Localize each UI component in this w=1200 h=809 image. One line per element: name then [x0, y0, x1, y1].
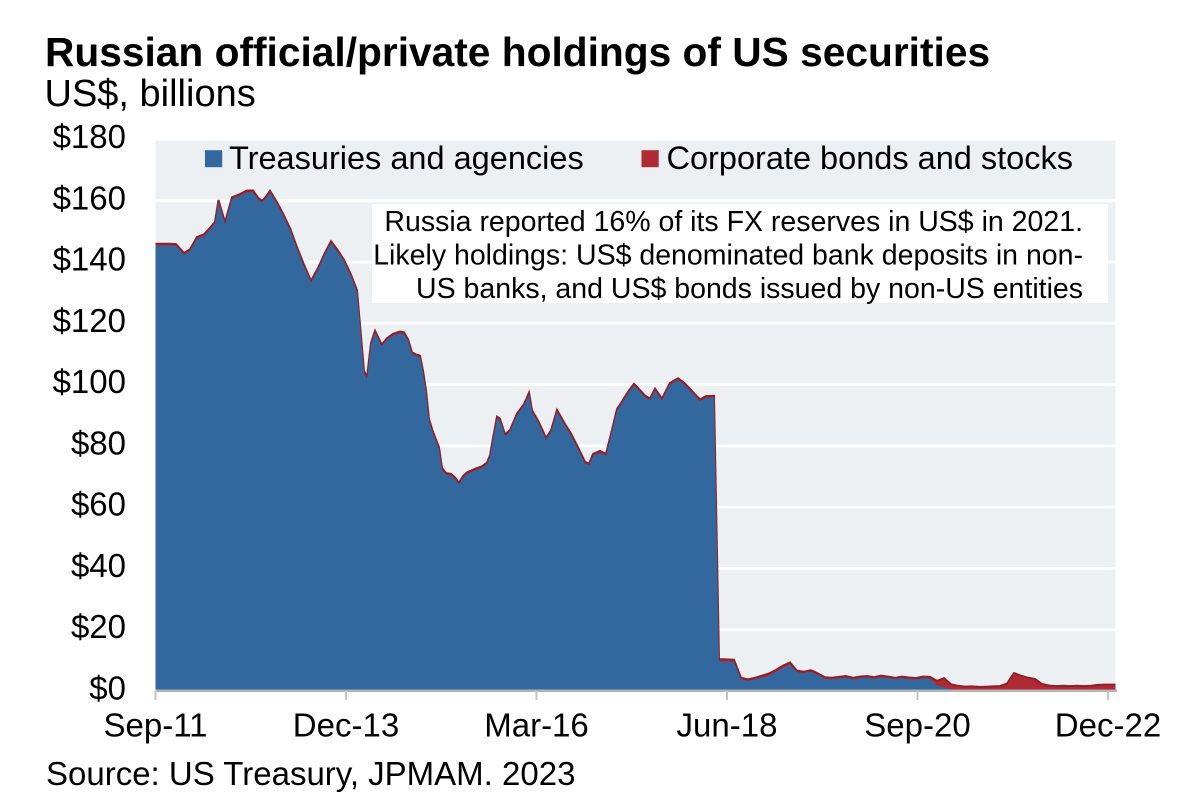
svg-text:Corporate bonds and stocks: Corporate bonds and stocks	[667, 140, 1074, 176]
svg-text:Dec-22: Dec-22	[1055, 707, 1161, 744]
svg-text:$140: $140	[53, 241, 126, 278]
svg-text:$20: $20	[71, 608, 126, 645]
svg-text:$80: $80	[71, 424, 126, 461]
svg-text:Source: US Treasury, JPMAM. 20: Source: US Treasury, JPMAM. 2023	[46, 755, 575, 792]
svg-text:Likely holdings: US$ denominat: Likely holdings: US$ denominated bank de…	[373, 240, 1083, 272]
svg-text:$120: $120	[53, 302, 126, 339]
svg-text:Russia reported 16% of its FX: Russia reported 16% of its FX reserves i…	[384, 206, 1083, 238]
svg-text:$0: $0	[89, 670, 126, 707]
svg-text:$100: $100	[53, 363, 126, 400]
svg-text:Jun-18: Jun-18	[677, 707, 778, 744]
svg-text:US$, billions: US$, billions	[45, 73, 256, 115]
svg-text:Treasuries and agencies: Treasuries and agencies	[229, 140, 584, 176]
svg-text:US banks, and US$ bonds issued: US banks, and US$ bonds issued by non-US…	[416, 273, 1083, 305]
svg-text:$40: $40	[71, 547, 126, 584]
svg-text:Mar-16: Mar-16	[484, 707, 589, 744]
svg-text:$160: $160	[53, 179, 126, 216]
svg-text:Dec-13: Dec-13	[293, 707, 399, 744]
svg-text:Sep-20: Sep-20	[864, 707, 970, 744]
svg-text:Sep-11: Sep-11	[104, 707, 208, 744]
svg-text:Russian official/private holdi: Russian official/private holdings of US …	[45, 29, 990, 75]
svg-text:$180: $180	[53, 118, 126, 155]
svg-text:$60: $60	[71, 486, 126, 523]
